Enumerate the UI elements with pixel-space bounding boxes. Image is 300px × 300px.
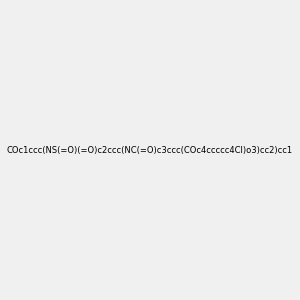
Text: COc1ccc(NS(=O)(=O)c2ccc(NC(=O)c3ccc(COc4ccccc4Cl)o3)cc2)cc1: COc1ccc(NS(=O)(=O)c2ccc(NC(=O)c3ccc(COc4… (7, 146, 293, 154)
